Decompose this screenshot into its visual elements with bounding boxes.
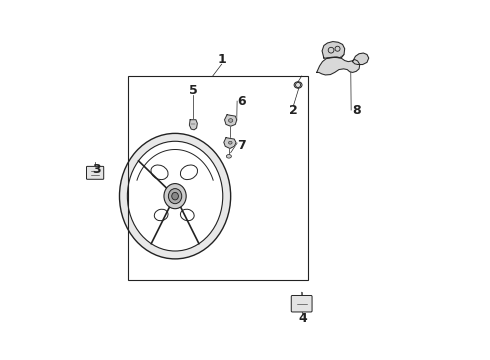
Ellipse shape xyxy=(294,82,302,88)
Text: 6: 6 xyxy=(237,95,245,108)
Ellipse shape xyxy=(169,189,182,204)
Polygon shape xyxy=(317,57,360,75)
Ellipse shape xyxy=(154,209,168,221)
Ellipse shape xyxy=(228,119,233,122)
Ellipse shape xyxy=(164,184,186,209)
Polygon shape xyxy=(224,115,237,126)
Ellipse shape xyxy=(226,154,231,158)
Bar xyxy=(128,76,308,280)
Ellipse shape xyxy=(151,165,168,180)
Polygon shape xyxy=(322,41,344,58)
Ellipse shape xyxy=(228,141,232,144)
Ellipse shape xyxy=(172,192,178,200)
Text: 8: 8 xyxy=(352,104,361,117)
Text: 2: 2 xyxy=(289,104,298,117)
FancyBboxPatch shape xyxy=(291,296,312,312)
FancyBboxPatch shape xyxy=(87,166,104,179)
Polygon shape xyxy=(224,138,236,148)
Polygon shape xyxy=(190,120,197,130)
Text: 1: 1 xyxy=(218,53,226,66)
Ellipse shape xyxy=(127,141,223,251)
Ellipse shape xyxy=(180,209,194,221)
Text: 3: 3 xyxy=(92,163,100,176)
Text: 7: 7 xyxy=(237,139,246,152)
Text: 5: 5 xyxy=(189,84,197,97)
Text: 4: 4 xyxy=(298,311,307,325)
Ellipse shape xyxy=(120,134,231,259)
Polygon shape xyxy=(353,53,368,64)
Ellipse shape xyxy=(180,165,197,180)
